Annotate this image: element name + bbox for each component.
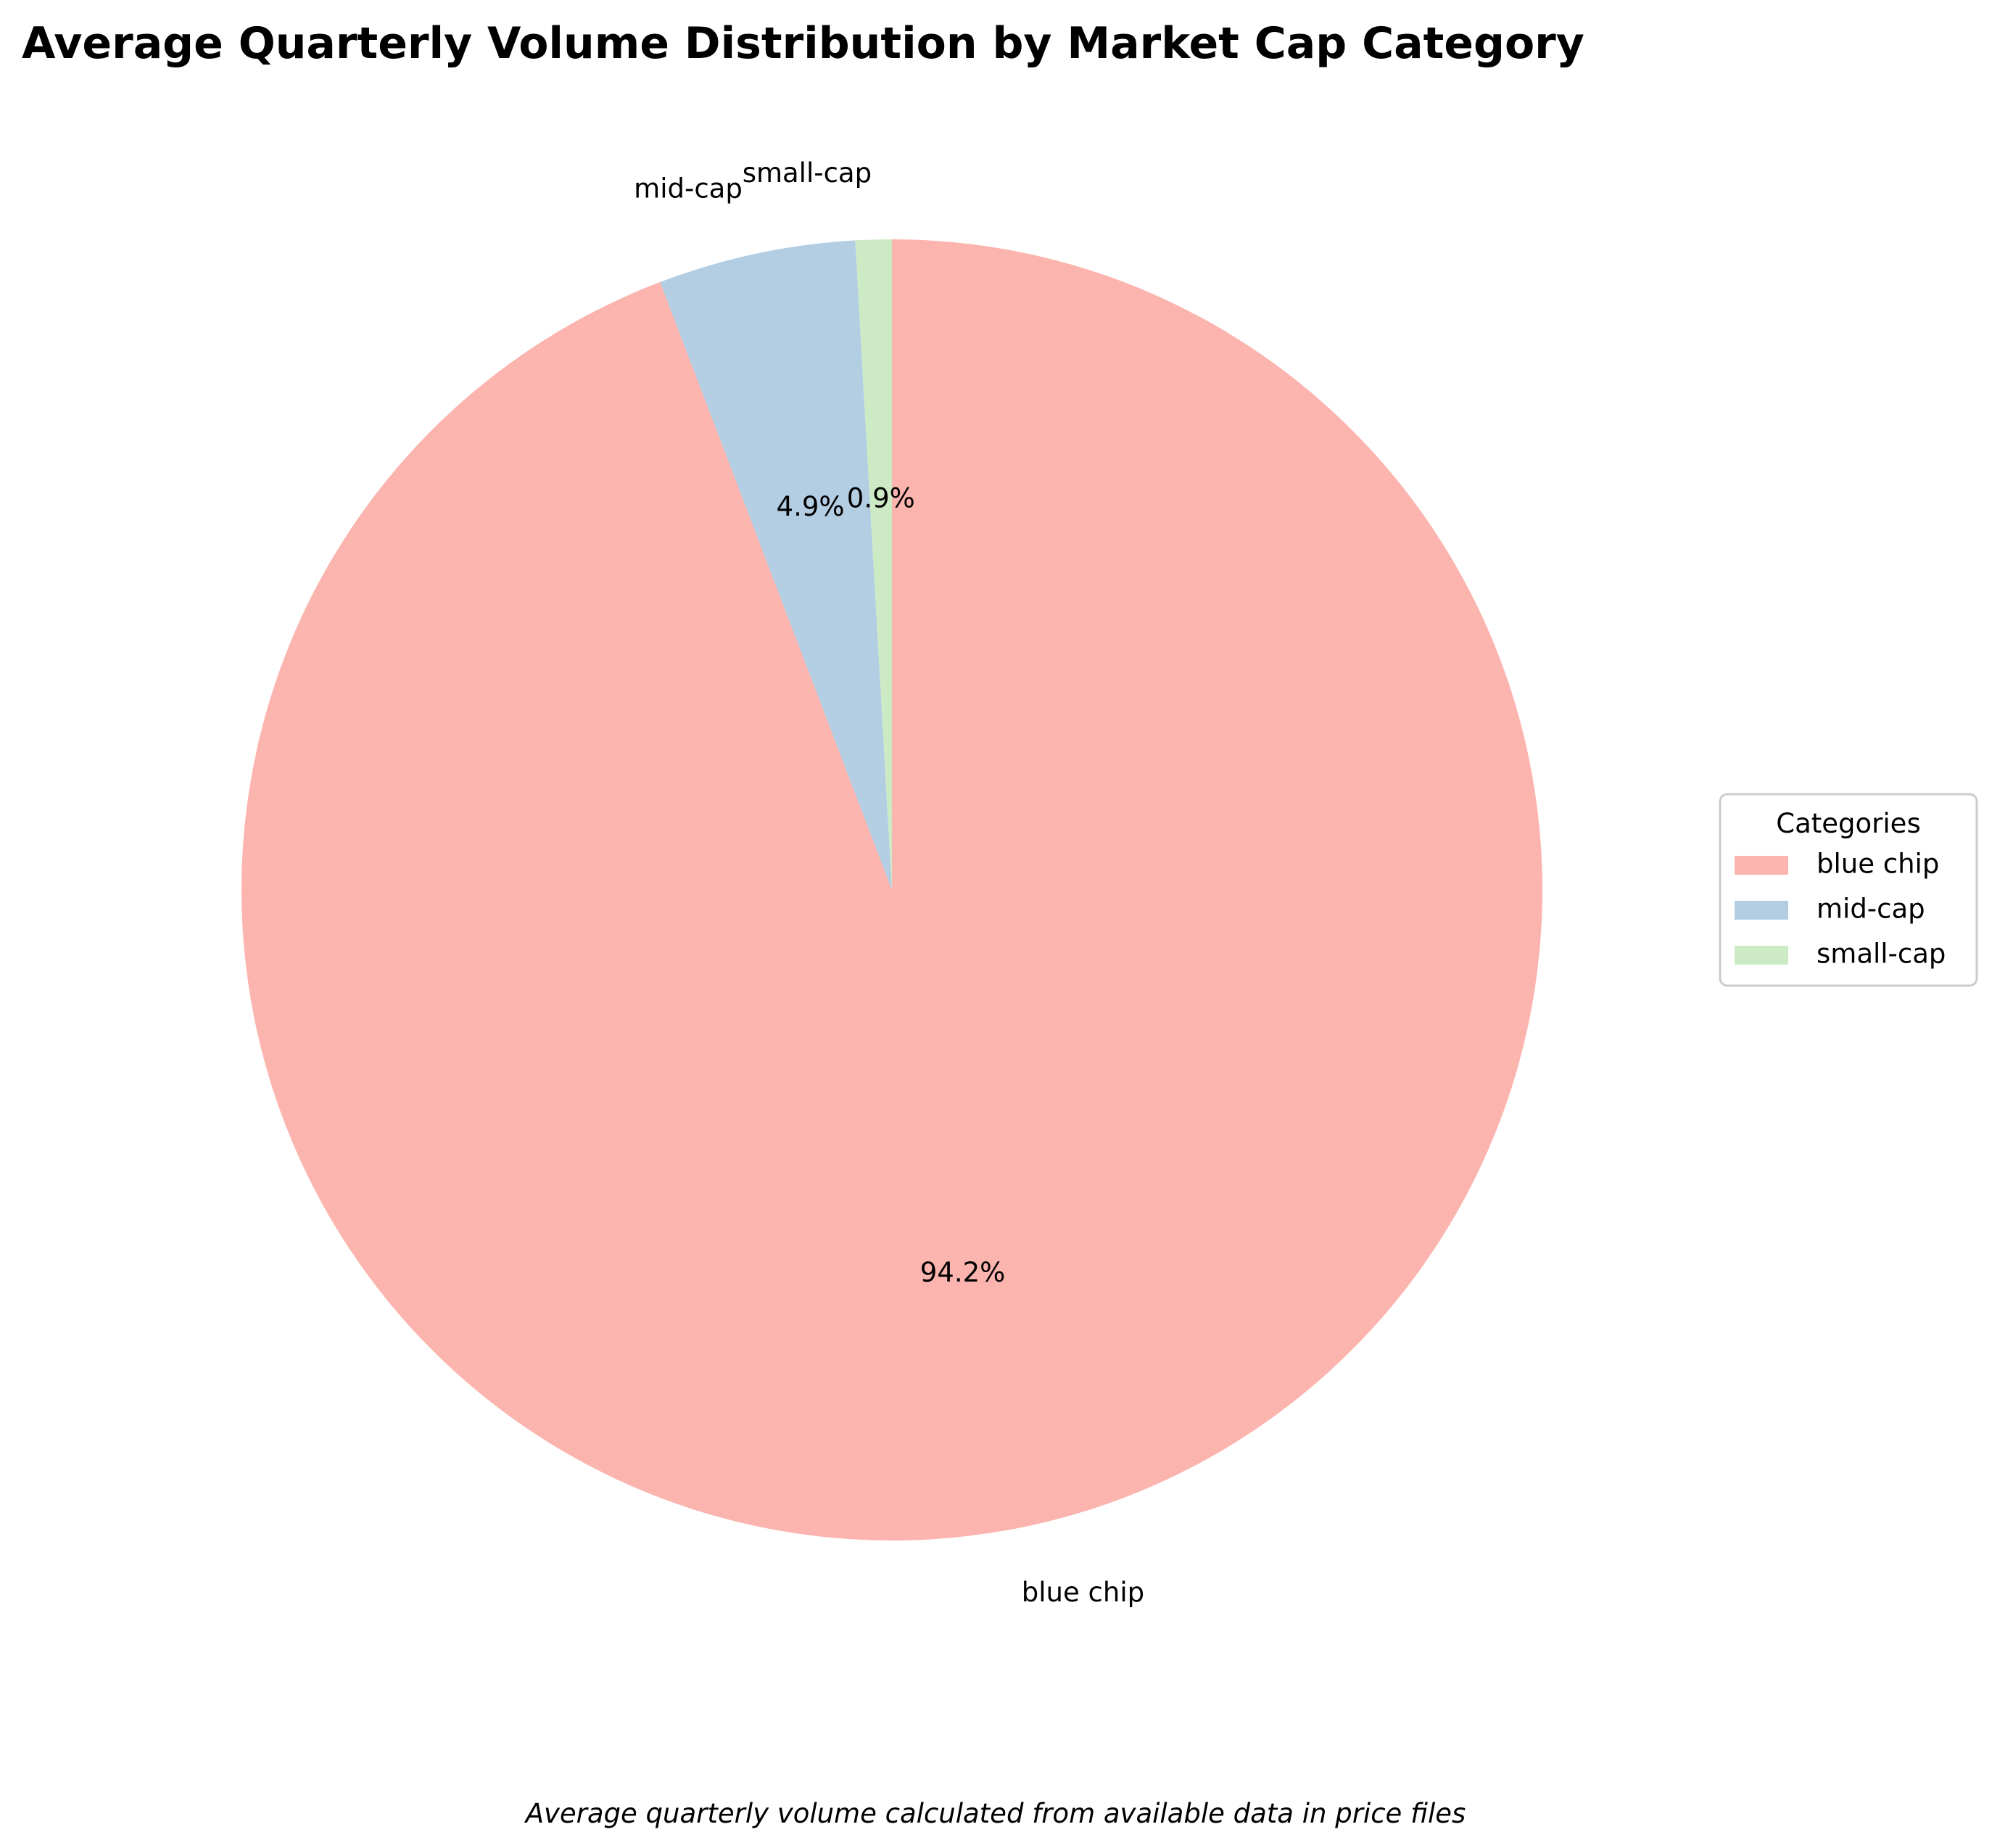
pie-slice-small-cap [855,239,892,890]
legend-swatch-mid-cap [1735,901,1788,920]
pie-percent-labels: 94.2% 4.9% 0.9% [777,483,1006,1288]
pie-slice-mid-cap [660,240,892,890]
legend-title: Categories [1776,808,1920,839]
percent-label-small-cap: 0.9% [847,483,915,514]
pie-slices [241,239,1543,1540]
pie-slice-labels: blue chip mid-cap small-cap [634,157,1144,1608]
legend-swatch-blue-chip [1735,856,1788,875]
legend: Categories blue chip mid-cap small-cap [1719,793,1978,987]
legend-label-blue-chip: blue chip [1817,849,1939,880]
legend-frame [1719,793,1978,987]
chart-title: Average Quarterly Volume Distribution by… [22,18,1584,69]
slice-label-small-cap: small-cap [743,157,872,189]
legend-label-small-cap: small-cap [1817,939,1946,970]
percent-label-mid-cap: 4.9% [777,491,845,522]
legend-entries: blue chip mid-cap small-cap [1735,849,1946,970]
legend-swatch-small-cap [1735,946,1788,965]
slice-label-blue-chip: blue chip [1022,1577,1144,1608]
chart-caption: Average quarterly volume calculated from… [524,1798,1466,1829]
slice-label-mid-cap: mid-cap [634,173,743,205]
legend-label-mid-cap: mid-cap [1817,894,1925,925]
percent-label-blue-chip: 94.2% [920,1257,1006,1288]
